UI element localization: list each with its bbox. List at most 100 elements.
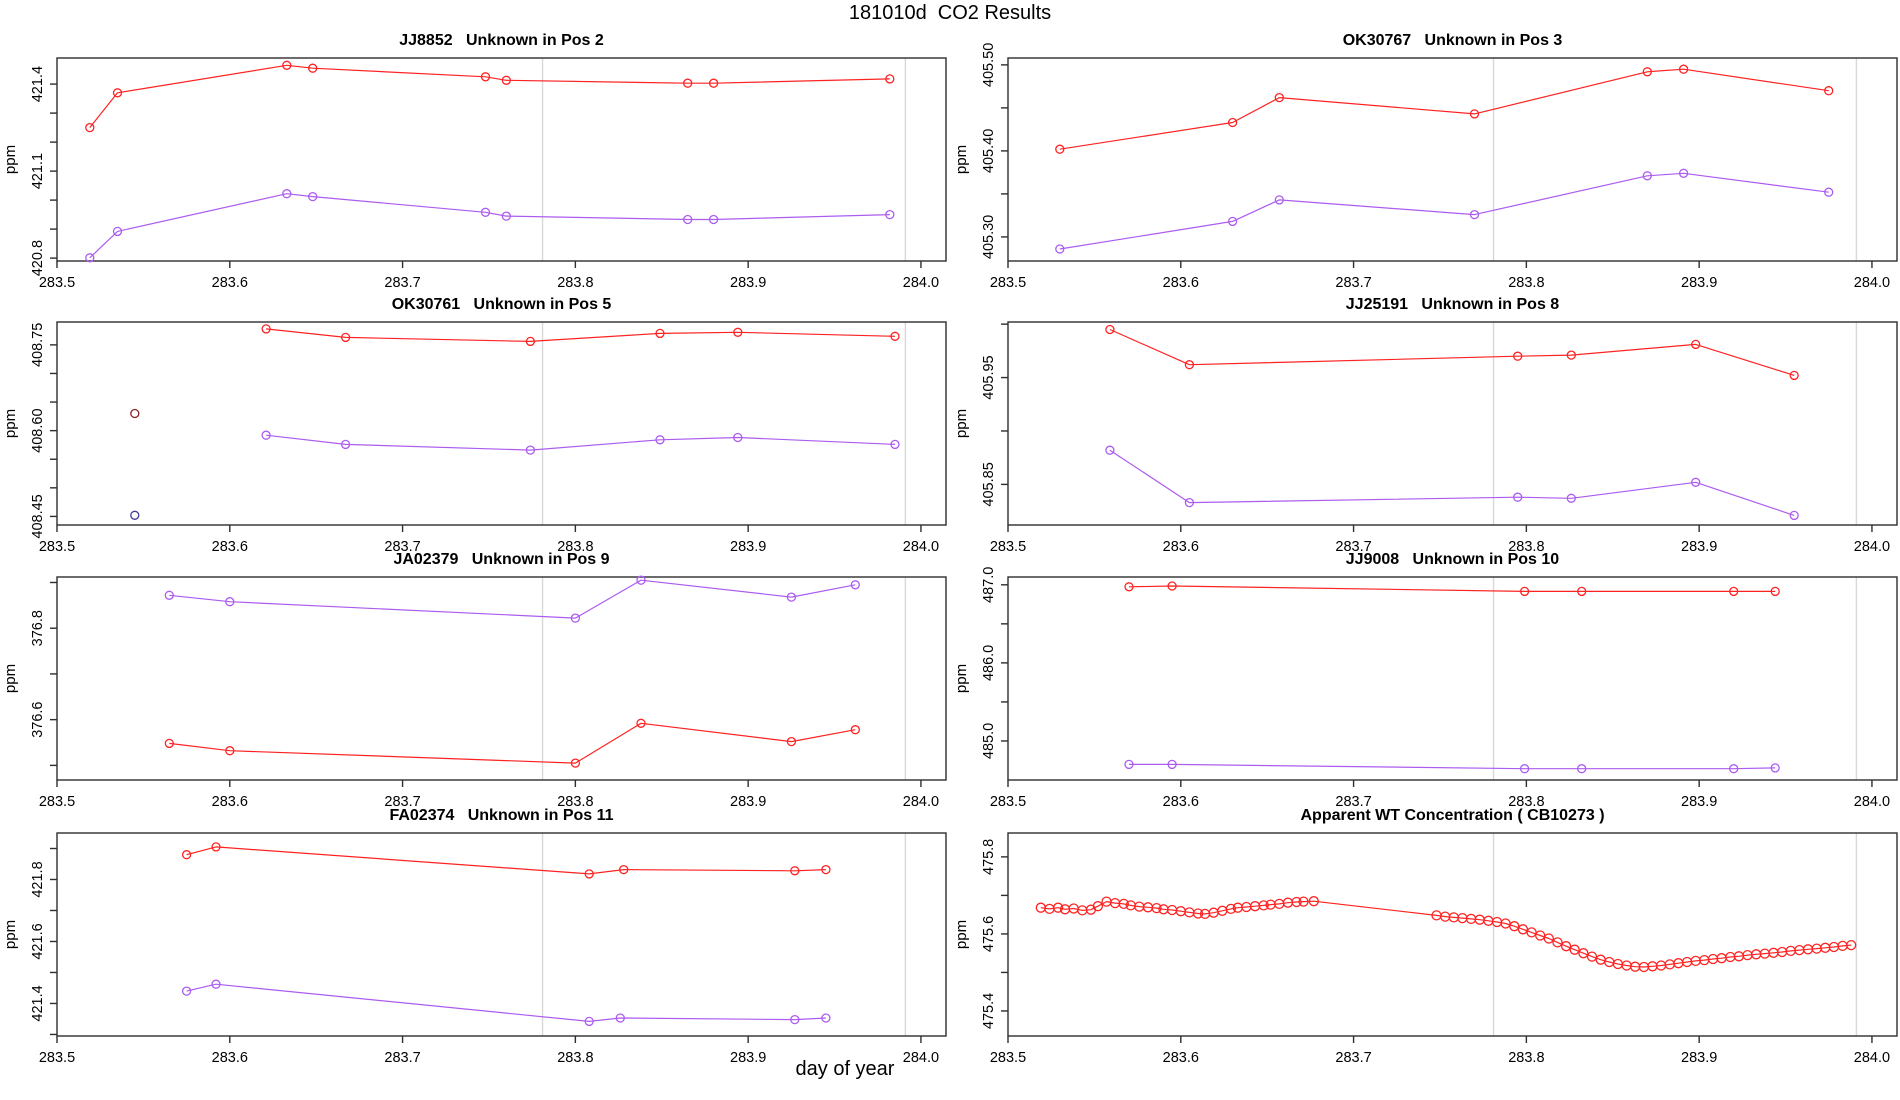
purple-series-marker [1642,171,1652,181]
x-tick-label: 283.9 [1681,1050,1717,1066]
y-tick-label: 376.6 [30,702,46,738]
x-tick-label: 283.7 [384,794,420,810]
x-tick-label: 283.5 [39,275,75,291]
x-tick-label: 283.5 [39,1050,75,1066]
y-tick-label: 421.1 [30,153,46,189]
chart-title-pos3: OK30767 Unknown in Pos 3 [1342,32,1563,49]
y-tick-label: 376.8 [30,610,46,646]
red-series-marker [225,746,235,756]
purple-series-marker [570,613,581,623]
purple-series-marker [1274,195,1284,205]
chart-panel-0: 283.5 283.6 283.7 283.8 283.9 284.0 420.8 421.1… [2,57,947,291]
red-series-marker [501,75,511,85]
y-axis-unit-label: ppm [2,920,19,949]
wt-concentration-red-marker [1569,944,1580,955]
y-tick-label: 421.8 [30,861,46,897]
x-tick-label: 283.8 [557,794,593,810]
chart-panel-7: 283.5 283.6 283.7 283.8 283.9 284.0 475.4 475.6… [953,832,1898,1066]
x-tick-label: 283.9 [730,794,766,810]
red-series-line [1059,68,1829,150]
chart-title-pos9: JA02379 Unknown in Pos 9 [393,551,610,568]
wt-concentration-red-marker [1258,900,1269,911]
red-series-marker [282,60,292,70]
wt-concentration-red-marker [1118,898,1129,910]
purple-series-marker [1469,209,1480,220]
x-tick-label: 284.0 [1854,539,1890,555]
red-series-marker [890,331,900,341]
wt-concentration-red-marker [1308,896,1319,907]
wt-concentration-red-marker [1560,941,1572,952]
red-series-marker [261,324,271,334]
wt-concentration-red-marker [1578,948,1589,959]
x-tick-label: 283.7 [1335,1050,1371,1066]
x-tick-label: 283.6 [212,794,248,810]
purple-series-marker [790,1014,800,1025]
x-tick-label: 283.8 [557,539,593,555]
x-tick-label: 283.6 [1163,539,1199,555]
red-series-marker [525,336,536,347]
red-series-marker [1274,92,1284,103]
purple-series-marker [1789,510,1799,521]
x-tick-label: 283.8 [1508,275,1544,291]
x-tick-label: 283.9 [1681,794,1717,810]
red-series-line [186,846,826,875]
wt-concentration-red-marker [1291,896,1302,908]
wt-concentration-red-marker [1298,896,1309,907]
purple-series-marker [850,580,860,590]
x-tick-label: 283.8 [557,1050,593,1066]
x-tick-label: 283.6 [212,539,248,555]
purple-series-marker [821,1013,831,1023]
purple-series-marker [1227,216,1238,227]
x-tick-label: 284.0 [1854,794,1890,810]
red-series-marker [636,718,646,728]
x-tick-label: 283.5 [990,1050,1026,1066]
purple-series-marker [683,214,693,225]
x-tick-label: 284.0 [903,275,939,291]
x-tick-label: 283.6 [212,275,248,291]
figure-title: 181010d CO2 Results [848,2,1052,24]
purple-series-line [169,579,856,619]
purple-series-line [1059,172,1829,250]
red-series-marker [1513,351,1523,361]
purple-series-marker [340,439,351,450]
x-tick-label: 283.7 [384,1050,420,1066]
y-axis-unit-label: ppm [953,920,970,949]
x-tick-label: 283.7 [384,539,420,555]
y-tick-label: 408.75 [30,323,46,367]
wt-concentration-red-marker [1586,951,1598,962]
wt-concentration-red-marker [1192,908,1204,919]
purple-series-marker [1729,764,1739,774]
y-tick-label: 408.60 [30,408,46,452]
y-axis-unit-label: ppm [953,145,970,174]
y-tick-label: 405.85 [981,462,997,506]
red-series-marker [1124,582,1134,592]
red-series-marker [1770,586,1780,597]
red-series-marker [1227,117,1238,128]
x-tick-label: 283.9 [730,275,766,291]
red-series-marker [1824,86,1834,96]
x-axis-label: day of year [795,1058,895,1080]
x-tick-label: 283.9 [730,1050,766,1066]
x-tick-label: 283.7 [1335,539,1371,555]
x-tick-label: 283.5 [39,794,75,810]
red-series-marker [850,725,860,735]
plot-box [1007,576,1898,781]
chart-panel-6: 283.5 283.6 283.7 283.8 283.9 284.0 421.4 421.6… [2,832,947,1066]
purple-series-marker [1824,187,1834,197]
plot-box [56,57,947,262]
wt-concentration-red-marker [1052,902,1064,913]
wt-concentration-red-marker [1543,933,1554,944]
red-series-marker [181,850,192,860]
y-axis-unit-label: ppm [2,145,19,174]
chart-panel-2: 283.5 283.6 283.7 283.8 283.9 284.0 408.45 408.… [2,321,947,555]
y-axis-unit-label: ppm [953,409,970,438]
x-tick-label: 283.8 [557,275,593,291]
plot-box [56,576,947,781]
red-series-marker [1167,581,1177,591]
chart-title-pos8: JJ25191 Unknown in Pos 8 [1345,296,1560,313]
red-series-marker [1055,144,1065,154]
purple-series-marker [1124,759,1134,770]
red-series-line [89,64,890,128]
x-tick-label: 284.0 [1854,275,1890,291]
x-tick-label: 283.6 [1163,1050,1199,1066]
